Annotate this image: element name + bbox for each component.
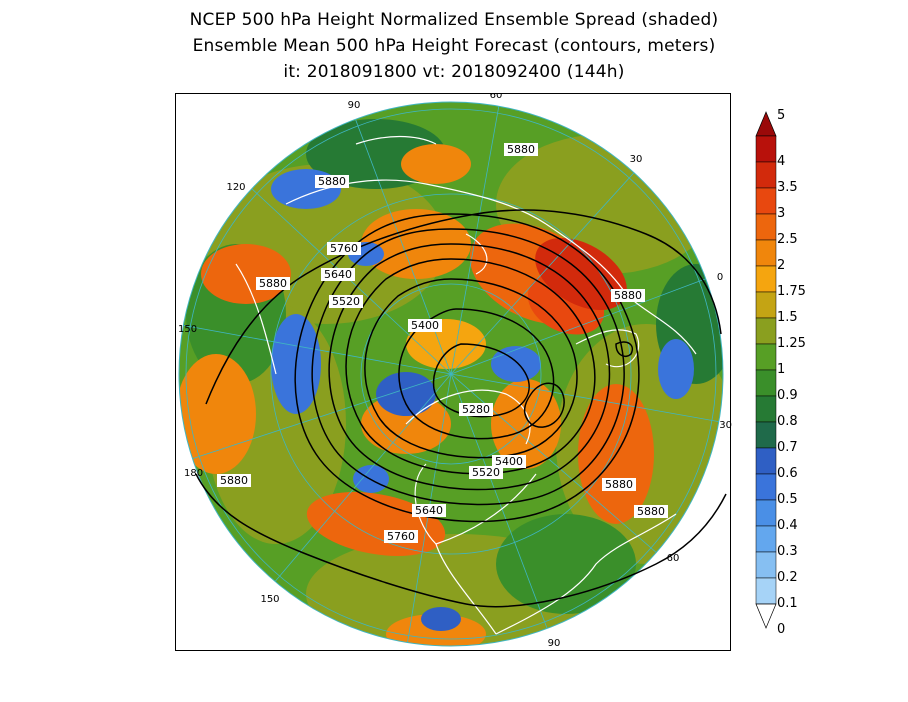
contour-label: 5880 (318, 175, 346, 188)
lon-label: 0 (717, 272, 723, 283)
lon-label: 120 (226, 182, 245, 193)
colorbar-label: 0.5 (777, 492, 798, 507)
polar-map: 60 30 0 30 60 90 120 150 180 150 120 90 … (178, 94, 732, 649)
colorbar-label: 1.25 (777, 336, 806, 351)
colorbar-swatch (755, 551, 777, 579)
contour-label: 5640 (415, 504, 443, 517)
colorbar-swatch (755, 291, 777, 319)
contour-labels: 5880 5880 5880 5880 5880 5880 5880 5760 … (217, 143, 668, 543)
colorbar-label: 1.75 (777, 284, 806, 299)
colorbar-swatch (755, 499, 777, 527)
contour-label: 5880 (637, 505, 665, 518)
colorbar-label: 0.3 (777, 544, 798, 559)
contour-label: 5280 (462, 403, 490, 416)
colorbar-swatch (755, 239, 777, 267)
contour-label: 5400 (411, 319, 439, 332)
colorbar-label: 0.6 (777, 466, 798, 481)
map-disk-outline (178, 101, 724, 647)
colorbar-label: 0.8 (777, 414, 798, 429)
colorbar-swatch (755, 421, 777, 449)
colorbar-swatch (755, 473, 777, 501)
longitude-labels: 60 30 0 30 60 90 120 150 180 150 120 90 (178, 94, 732, 649)
colorbar-label: 4 (777, 154, 786, 169)
colorbar-label: 0.7 (777, 440, 798, 455)
height-contours (195, 209, 727, 608)
colorbar-label: 1.5 (777, 310, 798, 325)
colorbar-label: 5 (777, 108, 786, 123)
colorbar-swatch (755, 525, 777, 553)
spread-shading (179, 102, 723, 646)
lon-label: 60 (667, 553, 680, 564)
colorbar-swatch (755, 447, 777, 475)
colorbar-label: 0.2 (777, 570, 798, 585)
colorbar-label: 2.5 (777, 232, 798, 247)
colorbar-label: 0 (777, 622, 786, 637)
chart-title-line-2: Ensemble Mean 500 hPa Height Forecast (c… (192, 36, 716, 56)
colorbar-swatch (755, 213, 777, 241)
lon-label: 30 (630, 154, 643, 165)
chart-title-line-3: it: 2018091800 vt: 2018092400 (144h) (283, 62, 625, 82)
colorbar-swatch (755, 265, 777, 293)
lon-label: 150 (178, 324, 197, 335)
colorbar-top-triangle (755, 111, 777, 137)
contour-label: 5880 (614, 289, 642, 302)
lon-label: 180 (184, 468, 203, 479)
colorbar-label: 0.4 (777, 518, 798, 533)
colorbar-swatch (755, 135, 777, 163)
colorbar-swatch (755, 369, 777, 397)
lon-label: 90 (548, 638, 561, 649)
colorbar-label: 3 (777, 206, 786, 221)
lon-label: 60 (490, 94, 503, 101)
chart-title-line-1: NCEP 500 hPa Height Normalized Ensemble … (189, 10, 719, 30)
contour-label: 5880 (259, 277, 287, 290)
colorbar-swatch (755, 187, 777, 215)
contour-label: 5760 (387, 530, 415, 543)
contour-label: 5880 (220, 474, 248, 487)
contour-label: 5520 (472, 466, 500, 479)
colorbar-swatch (755, 395, 777, 423)
lon-label: 30 (719, 420, 732, 431)
contour-label: 5400 (495, 455, 523, 468)
contour-label: 5520 (332, 295, 360, 308)
contour-label: 5880 (507, 143, 535, 156)
colorbar-label: 2 (777, 258, 786, 273)
colorbar-swatch (755, 343, 777, 371)
contour-label: 5880 (605, 478, 633, 491)
colorbar-bottom-triangle (755, 603, 777, 629)
colorbar-label: 3.5 (777, 180, 798, 195)
contour-label: 5640 (324, 268, 352, 281)
colorbar-swatch (755, 161, 777, 189)
map-frame: 60 30 0 30 60 90 120 150 180 150 120 90 … (175, 93, 732, 651)
lon-label: 150 (260, 594, 279, 605)
colorbar-swatch (755, 317, 777, 345)
colorbar-label: 0.9 (777, 388, 798, 403)
colorbar-label: 1 (777, 362, 786, 377)
lon-label: 90 (348, 100, 361, 111)
colorbar-swatch (755, 577, 777, 605)
colorbar-label: 0.1 (777, 596, 798, 611)
colorbar (755, 111, 777, 629)
contour-label: 5760 (330, 242, 358, 255)
